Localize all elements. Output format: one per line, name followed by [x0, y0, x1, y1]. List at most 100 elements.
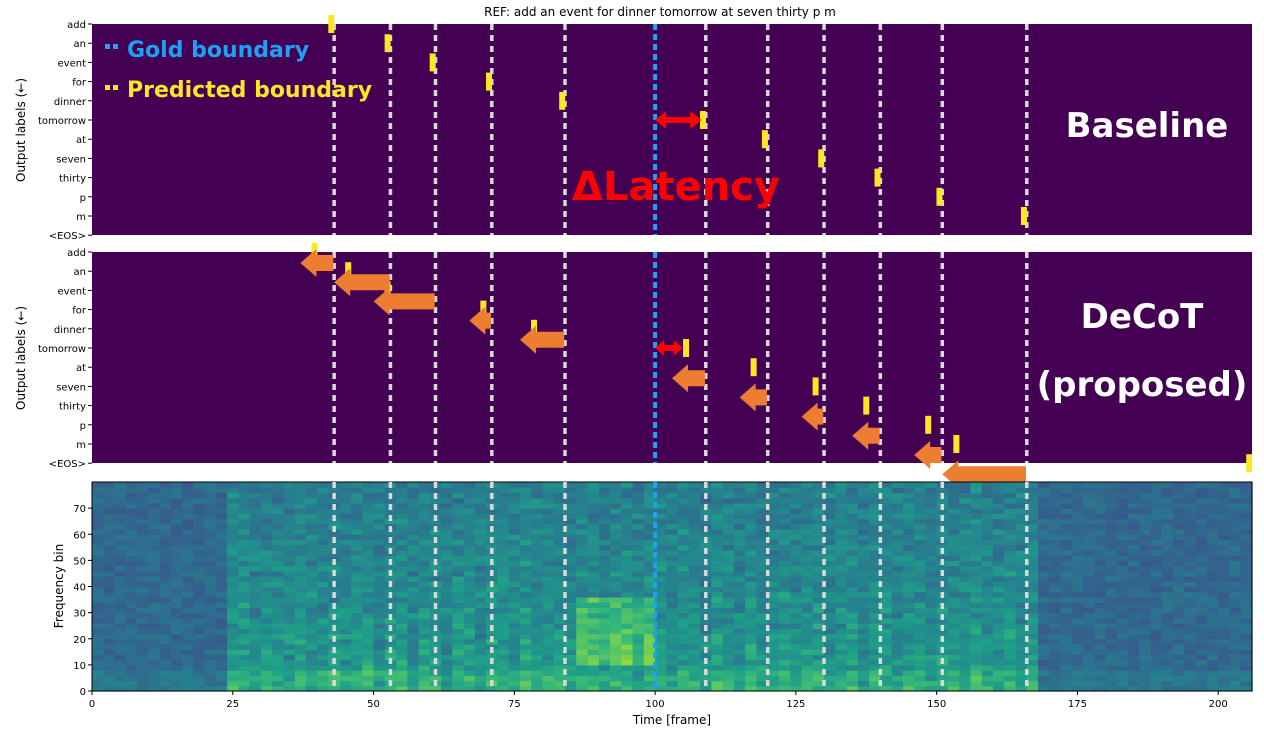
spectrogram-cell: [125, 659, 138, 666]
spectrogram-cell: [170, 612, 183, 619]
spectrogram-cell: [610, 529, 622, 535]
spectrogram-cell: [610, 628, 622, 635]
spectrogram-cell: [959, 555, 972, 561]
spectrogram-cell: [215, 664, 228, 671]
spectrogram-cell: [553, 685, 566, 692]
spectrogram-cell: [835, 628, 848, 635]
spectrogram-cell: [283, 581, 296, 588]
spectrogram-cell: [159, 643, 172, 650]
spectrogram-cell: [610, 643, 622, 650]
spectrogram-cell: [767, 664, 780, 671]
spectrogram-cell: [1015, 539, 1028, 546]
spectrogram-cell: [1184, 607, 1197, 614]
spectrogram-cell: [328, 555, 341, 561]
spectrogram-cell: [204, 513, 217, 520]
spectrogram-cell: [632, 586, 645, 593]
spectrogram-cell: [508, 664, 521, 671]
spectrogram-cell: [148, 670, 161, 676]
spectrogram-cell: [283, 576, 296, 582]
spectrogram-cell: [1116, 659, 1129, 666]
spectrogram-cell: [170, 623, 183, 629]
spectrogram-cell: [103, 675, 116, 682]
spectrogram-cell: [362, 549, 375, 556]
spectrogram-cell: [880, 513, 893, 520]
spectrogram-cell: [1195, 659, 1208, 666]
spectrogram-cell: [1116, 482, 1129, 488]
spectrogram-cell: [1060, 586, 1073, 593]
spectrogram-cell: [328, 596, 341, 603]
spectrogram-cell: [384, 664, 397, 671]
spectrogram-cell: [790, 659, 803, 666]
spectrogram-cell: [1218, 596, 1231, 603]
spectrogram-cell: [1173, 544, 1186, 551]
spectrogram-cell: [756, 675, 769, 682]
spectrogram-cell: [125, 654, 138, 661]
spectrogram-cell: [947, 492, 960, 499]
spectrogram-cell: [880, 581, 893, 588]
spectrogram-cell: [565, 492, 577, 499]
spectrogram-cell: [756, 680, 769, 687]
spectrogram-cell: [610, 502, 622, 509]
spectrogram-cell: [925, 529, 938, 535]
spectrogram-cell: [542, 487, 555, 494]
spectrogram-cell: [700, 654, 713, 661]
spectrogram-cell: [1206, 544, 1219, 551]
spectrogram-cell: [677, 570, 690, 577]
spectrogram-cell: [418, 633, 431, 640]
spectrogram-cell: [1071, 617, 1084, 624]
spectrogram-cell: [824, 596, 836, 603]
spectrogram-cell: [576, 539, 589, 546]
spectrogram-cell: [688, 617, 701, 624]
spectrogram-cell: [407, 487, 420, 494]
baseline-predicted-marks: [328, 15, 1027, 225]
spectrogram-cell: [497, 544, 510, 551]
spectrogram-cell: [632, 570, 645, 577]
spectrogram-cell: [869, 513, 881, 520]
spectrogram-cell: [857, 529, 870, 535]
spectrogram-cell: [655, 664, 667, 671]
spectrogram-cell: [542, 518, 555, 525]
spectrogram-cell: [1049, 576, 1062, 582]
spectrogram-cell: [677, 617, 690, 624]
spectrogram-cell: [902, 596, 915, 603]
spectrogram-cell: [1105, 628, 1118, 635]
spectrogram-cell: [1071, 549, 1084, 556]
spectrogram-cell: [396, 602, 408, 608]
spectrogram-cell: [1150, 617, 1163, 624]
spectrogram-cell: [666, 617, 679, 624]
spectrogram-cell: [114, 633, 127, 640]
spectrogram-cell: [643, 560, 656, 567]
spectrogram-cell: [170, 581, 183, 588]
spectrogram-cell: [418, 670, 431, 676]
spectrogram-cell: [1004, 685, 1017, 692]
spectrogram-cell: [238, 544, 251, 551]
spectrogram-cell: [170, 565, 183, 572]
spectrogram-cell: [373, 487, 386, 494]
spectrogram-cell: [531, 555, 544, 561]
spectrogram-cell: [959, 664, 972, 671]
spectrogram-cell: [294, 487, 307, 494]
spectrogram-cell: [632, 518, 645, 525]
spectrogram-cell: [1150, 612, 1163, 619]
spectrogram-cell: [114, 581, 127, 588]
spectrogram-cell: [418, 685, 431, 692]
spectrogram-cell: [294, 617, 307, 624]
spectrogram-cell: [396, 664, 408, 671]
spectrogram-cell: [1195, 680, 1208, 687]
spectrogram-cell: [610, 638, 622, 645]
spectrogram-cell: [835, 482, 848, 488]
spectrogram-cell: [170, 482, 183, 488]
spectrogram-cell: [1161, 659, 1174, 666]
spectrogram-cell: [1139, 591, 1152, 598]
decot-panel-background: [92, 252, 1252, 463]
spectrogram-cell: [384, 628, 397, 635]
spectrogram-cell: [1083, 680, 1095, 687]
spectrogram-cell: [396, 518, 408, 525]
spectrogram-cell: [1240, 497, 1253, 504]
spectrogram-cell: [1071, 482, 1084, 488]
spectrogram-cell: [565, 680, 577, 687]
spectrogram-cell: [193, 581, 206, 588]
spectrogram-cell: [1060, 487, 1073, 494]
spectrogram-cell: [700, 487, 713, 494]
spectrogram-cell: [351, 508, 363, 514]
